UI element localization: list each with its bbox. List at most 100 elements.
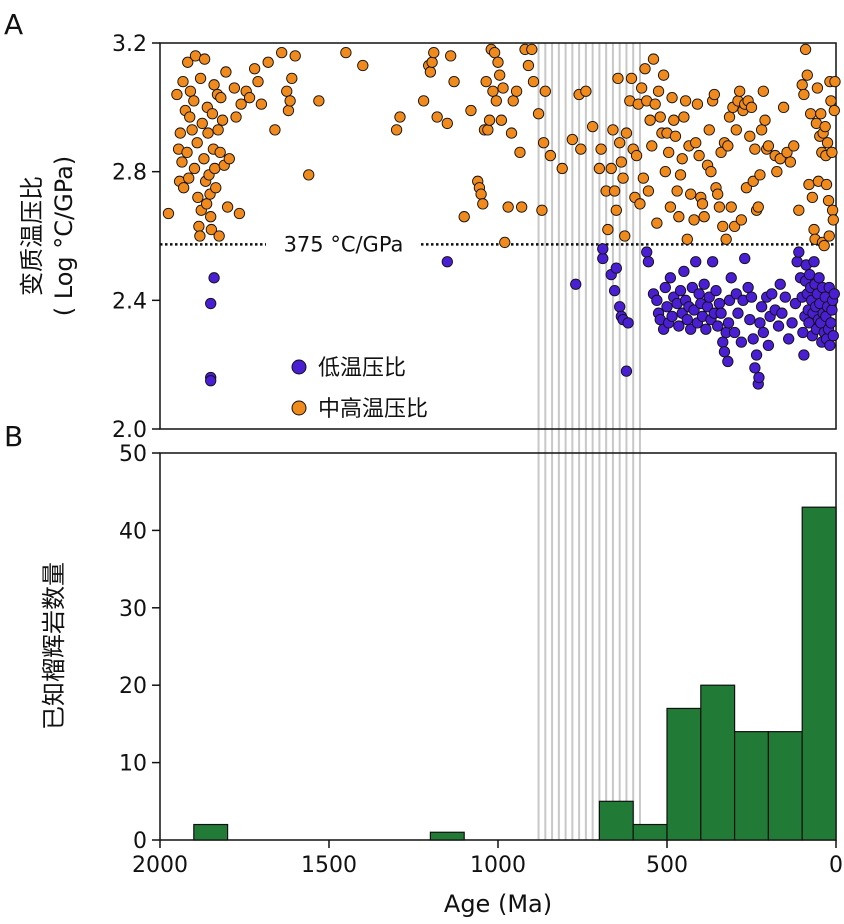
- mid-high-ratio-point: [818, 239, 830, 252]
- mid-high-ratio-point: [630, 149, 643, 162]
- panel-b-y-axis-title: 已知榴辉岩数量: [40, 562, 68, 730]
- mid-high-ratio-point: [747, 175, 759, 187]
- panel-label-b: B: [4, 420, 23, 453]
- mid-high-ratio-point: [671, 185, 683, 197]
- mid-high-ratio-point: [693, 149, 705, 162]
- mid-high-ratio-point: [771, 166, 783, 178]
- mid-high-ratio-point: [754, 169, 766, 181]
- mid-high-ratio-point: [252, 75, 264, 88]
- low-ratio-point: [753, 371, 765, 384]
- low-ratio-point: [664, 272, 677, 284]
- mid-high-ratio-point: [174, 127, 186, 139]
- low-ratio-point: [803, 268, 816, 281]
- mid-high-ratio-point: [235, 98, 247, 110]
- mid-high-ratio-point: [774, 153, 786, 165]
- low-ratio-point: [622, 317, 634, 329]
- low-ratio-point: [808, 256, 820, 268]
- mid-high-ratio-point: [740, 182, 753, 194]
- mid-high-ratio-point: [698, 211, 710, 223]
- histogram-bar: [767, 731, 803, 841]
- scatter-points: [162, 43, 841, 390]
- mid-high-ratio-point: [499, 236, 511, 249]
- mid-high-ratio-point: [192, 191, 204, 204]
- low-ratio-point: [710, 285, 722, 297]
- low-ratio-point: [725, 272, 737, 284]
- legend-label: 中高温压比: [318, 397, 428, 422]
- mid-high-ratio-point: [230, 111, 242, 123]
- mid-high-ratio-point: [186, 124, 198, 136]
- highlight-vertical-lines: [537, 43, 641, 840]
- mid-high-ratio-point: [492, 56, 504, 68]
- panel-a-y-axis-title-line1: 变质温压比: [18, 176, 46, 296]
- mid-high-ratio-point: [184, 85, 197, 97]
- low-ratio-point: [793, 246, 805, 258]
- low-ratio-point: [610, 262, 622, 274]
- mid-high-ratio-point: [208, 79, 220, 91]
- panel-a-y-axis-title-line2: ( Log °C/GPa): [50, 156, 78, 316]
- mid-high-ratio-point: [828, 104, 840, 117]
- mid-high-ratio-point: [821, 137, 834, 149]
- panel-a-y-axis: 2.0 2.4 2.8 3.2: [112, 32, 160, 443]
- mid-high-ratio-point: [507, 95, 519, 107]
- low-ratio-point: [732, 307, 744, 319]
- mid-high-ratio-point: [610, 204, 622, 216]
- panel-b-y-axis: 0 10 20 30 40 50: [119, 442, 160, 854]
- mid-high-ratio-point: [488, 47, 501, 59]
- low-ratio-point: [666, 310, 678, 323]
- mid-high-ratio-point: [477, 198, 489, 210]
- mid-high-ratio-point: [522, 59, 535, 72]
- mid-high-ratio-point: [696, 198, 709, 210]
- mid-high-ratio-point: [688, 214, 700, 226]
- low-ratio-point: [762, 339, 775, 352]
- low-ratio-point: [730, 288, 742, 300]
- y-tick-label: 3.2: [112, 32, 147, 57]
- mid-high-ratio-point: [445, 50, 457, 62]
- histogram-bars: [193, 506, 837, 841]
- histogram-bar: [193, 823, 229, 841]
- low-ratio-point: [789, 297, 802, 310]
- mid-high-ratio-point: [284, 95, 296, 107]
- mid-high-ratio-point: [313, 95, 325, 107]
- mid-high-ratio-point: [184, 111, 196, 123]
- x-tick-label: 0: [829, 853, 843, 878]
- mid-high-ratio-point: [593, 162, 606, 175]
- mid-high-ratio-point: [527, 75, 540, 88]
- mid-high-ratio-point: [681, 233, 693, 245]
- histogram-bar: [801, 506, 837, 841]
- mid-high-ratio-point: [289, 50, 301, 62]
- mid-high-ratio-point: [608, 185, 621, 197]
- mid-high-ratio-point: [805, 108, 817, 120]
- low-ratio-point: [608, 285, 621, 297]
- low-ratio-point: [755, 301, 768, 313]
- mid-high-ratio-point: [193, 220, 205, 233]
- mid-high-ratio-point: [788, 140, 800, 152]
- mid-high-ratio-point: [745, 101, 758, 113]
- y-tick-label: 10: [119, 752, 147, 777]
- mid-high-ratio-point: [825, 95, 837, 107]
- low-ratio-point: [690, 256, 702, 268]
- low-ratio-point: [779, 291, 791, 303]
- mid-high-ratio-point: [510, 85, 523, 97]
- low-ratio-point: [693, 288, 705, 300]
- low-ratio-point: [742, 281, 754, 294]
- mid-high-ratio-point: [651, 217, 663, 229]
- mid-high-ratio-point: [607, 124, 619, 136]
- low-ratio-point: [757, 326, 769, 339]
- mid-high-ratio-point: [497, 82, 509, 94]
- mid-high-ratio-point: [639, 63, 651, 75]
- mid-high-ratio-point: [494, 69, 506, 81]
- mid-high-ratio-point: [654, 111, 666, 123]
- mid-high-ratio-point: [634, 198, 646, 210]
- low-ratio-point: [797, 326, 809, 339]
- mid-high-ratio-point: [177, 75, 189, 88]
- mid-high-ratio-point: [826, 204, 839, 216]
- mid-high-ratio-point: [799, 43, 812, 56]
- mid-high-ratio-point: [544, 149, 557, 162]
- low-ratio-point: [735, 336, 748, 348]
- mid-high-ratio-point: [636, 82, 648, 94]
- mid-high-ratio-point: [495, 114, 508, 126]
- mid-high-ratio-point: [441, 117, 453, 130]
- low-ratio-point: [825, 317, 837, 329]
- histogram-bar: [666, 707, 702, 841]
